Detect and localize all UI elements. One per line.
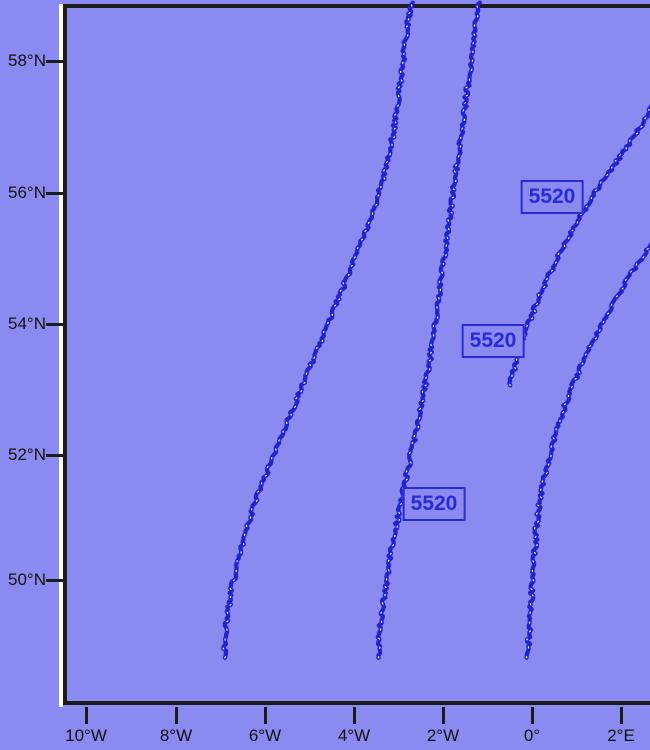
plot-left-white-gutter xyxy=(59,4,63,707)
x-axis-tick-label: 8°W xyxy=(159,726,193,745)
x-axis-tick-mark xyxy=(175,707,178,724)
x-axis-tick-label: 2°W xyxy=(426,726,460,745)
x-axis-tick-mark xyxy=(531,707,534,724)
y-axis-tick-mark xyxy=(46,323,63,326)
x-axis-tick-label: 10°W xyxy=(65,726,107,745)
y-axis-tick-label: 50°N xyxy=(8,570,46,589)
y-axis-tick-label: 52°N xyxy=(8,445,46,464)
x-axis-tick-mark xyxy=(353,707,356,724)
x-axis-tick-mark xyxy=(264,707,267,724)
y-axis-tick-label: 58°N xyxy=(8,51,46,70)
y-axis-tick-mark xyxy=(46,192,63,195)
y-axis-tick-mark xyxy=(46,454,63,457)
y-axis-tick-label: 56°N xyxy=(8,183,46,202)
y-axis-tick-mark xyxy=(46,579,63,582)
plot-area xyxy=(63,4,650,705)
y-axis-tick-label: 54°N xyxy=(8,314,46,333)
x-axis-tick-label: 6°W xyxy=(248,726,282,745)
contour-value-label: 5520 xyxy=(461,324,525,358)
x-axis-tick-mark xyxy=(442,707,445,724)
x-axis-tick-label: 0° xyxy=(523,726,541,745)
x-axis-tick-mark xyxy=(85,707,88,724)
x-axis-tick-mark xyxy=(620,707,623,724)
x-axis-tick-label: 4°W xyxy=(337,726,371,745)
x-axis-tick-label: 2°E xyxy=(607,726,635,745)
y-axis-tick-mark xyxy=(46,60,63,63)
contour-value-label: 5520 xyxy=(520,180,584,214)
contour-value-label: 5520 xyxy=(402,487,466,521)
